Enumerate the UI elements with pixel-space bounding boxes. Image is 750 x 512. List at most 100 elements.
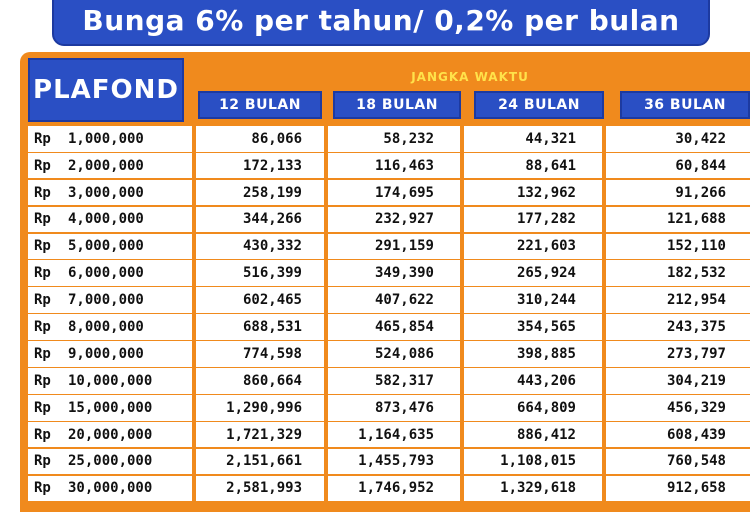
plafond-amount: 5,000,000	[68, 238, 144, 255]
term-header-label: 12 BULAN	[219, 97, 301, 113]
plafond-cell: Rp 2,000,000	[28, 152, 192, 179]
table-row: Rp 20,000,000 1,721,329 1,164,635 886,412 608…	[28, 421, 750, 448]
plafond-amount: 10,000,000	[68, 372, 153, 389]
term-header-18: 18 BULAN	[333, 91, 461, 119]
plafond-cell: Rp 25,000,000	[28, 448, 192, 475]
table-row: Rp 3,000,000 258,199 174,695 132,962 91,266	[28, 179, 750, 206]
installment-24-cell: 1,108,015	[464, 448, 602, 475]
installment-36-cell: 182,532	[606, 260, 750, 287]
installment-36-cell: 152,110	[606, 233, 750, 260]
currency-label: Rp	[34, 426, 51, 443]
installment-12-cell: 258,199	[196, 179, 324, 206]
term-header-label: 24 BULAN	[498, 97, 580, 113]
plafond-header-label: PLAFOND	[33, 75, 179, 105]
installment-18-cell: 349,390	[328, 260, 460, 287]
installment-36-cell: 608,439	[606, 421, 750, 448]
plafond-amount: 4,000,000	[68, 211, 144, 228]
installment-36-cell: 212,954	[606, 287, 750, 313]
installment-12-cell: 2,581,993	[196, 475, 324, 502]
installment-36-cell: 121,688	[606, 206, 750, 233]
installment-36-cell: 60,844	[606, 152, 750, 179]
installment-36-cell: 273,797	[606, 341, 750, 367]
installment-12-cell: 430,332	[196, 233, 324, 260]
installment-18-cell: 524,086	[328, 341, 460, 367]
plafond-cell: Rp 20,000,000	[28, 421, 192, 448]
plafond-amount: 7,000,000	[68, 292, 144, 309]
plafond-cell: Rp 15,000,000	[28, 394, 192, 421]
installment-24-cell: 177,282	[464, 206, 602, 233]
installment-12-cell: 172,133	[196, 152, 324, 179]
plafond-cell: Rp 7,000,000	[28, 287, 192, 313]
installment-24-cell: 44,321	[464, 126, 602, 152]
installment-36-cell: 760,548	[606, 448, 750, 475]
installment-12-cell: 86,066	[196, 126, 324, 152]
plafond-cell: Rp 1,000,000	[28, 126, 192, 152]
currency-label: Rp	[34, 292, 51, 309]
table-row: Rp 2,000,000 172,133 116,463 88,641 60,844	[28, 152, 750, 179]
installment-12-cell: 860,664	[196, 368, 324, 394]
plafond-cell: Rp 9,000,000	[28, 341, 192, 367]
installment-24-cell: 443,206	[464, 368, 602, 394]
installment-18-cell: 58,232	[328, 126, 460, 152]
installment-24-cell: 886,412	[464, 421, 602, 448]
installment-24-cell: 354,565	[464, 314, 602, 340]
plafond-amount: 2,000,000	[68, 157, 144, 174]
plafond-cell: Rp 30,000,000	[28, 475, 192, 502]
table-row: Rp 4,000,000 344,266 232,927 177,282 121,688	[28, 206, 750, 233]
plafond-amount: 9,000,000	[68, 345, 144, 362]
plafond-cell: Rp 3,000,000	[28, 179, 192, 206]
installment-24-cell: 132,962	[464, 179, 602, 206]
currency-label: Rp	[34, 238, 51, 255]
installment-12-cell: 602,465	[196, 287, 324, 313]
term-header-12: 12 BULAN	[198, 91, 322, 119]
currency-label: Rp	[34, 345, 51, 362]
plafond-amount: 8,000,000	[68, 319, 144, 336]
table-row: Rp 7,000,000 602,465 407,622 310,244 212,954	[28, 287, 750, 313]
installment-12-cell: 344,266	[196, 206, 324, 233]
plafond-amount: 20,000,000	[68, 426, 153, 443]
table-row: Rp 1,000,000 86,066 58,232 44,321 30,422	[28, 126, 750, 152]
installment-18-cell: 1,455,793	[328, 448, 460, 475]
table-row: Rp 10,000,000 860,664 582,317 443,206 304,219	[28, 368, 750, 394]
installment-18-cell: 174,695	[328, 179, 460, 206]
installment-18-cell: 465,854	[328, 314, 460, 340]
plafond-amount: 30,000,000	[68, 480, 153, 497]
installment-12-cell: 688,531	[196, 314, 324, 340]
plafond-amount: 6,000,000	[68, 265, 144, 282]
installment-24-cell: 398,885	[464, 341, 602, 367]
currency-label: Rp	[34, 480, 51, 497]
plafond-amount: 1,000,000	[68, 130, 144, 147]
table-row: Rp 8,000,000 688,531 465,854 354,565 243,375	[28, 314, 750, 340]
installment-24-cell: 265,924	[464, 260, 602, 287]
installment-24-cell: 310,244	[464, 287, 602, 313]
installment-18-cell: 407,622	[328, 287, 460, 313]
table-row: Rp 9,000,000 774,598 524,086 398,885 273,797	[28, 341, 750, 367]
plafond-cell: Rp 6,000,000	[28, 260, 192, 287]
installment-18-cell: 1,746,952	[328, 475, 460, 502]
term-group-header: JANGKA WAKTU	[190, 66, 750, 88]
table-row: Rp 5,000,000 430,332 291,159 221,603 152,110	[28, 233, 750, 260]
installment-18-cell: 116,463	[328, 152, 460, 179]
currency-label: Rp	[34, 130, 51, 147]
interest-rate-banner: Bunga 6% per tahun/ 0,2% per bulan	[52, 0, 710, 46]
plafond-cell: Rp 10,000,000	[28, 368, 192, 394]
installment-36-cell: 304,219	[606, 368, 750, 394]
currency-label: Rp	[34, 372, 51, 389]
installment-12-cell: 1,721,329	[196, 421, 324, 448]
table-row: Rp 30,000,000 2,581,993 1,746,952 1,329,618 9…	[28, 475, 750, 502]
installment-table-body: Rp 1,000,000 86,066 58,232 44,321 30,422 Rp 2,0…	[28, 126, 750, 502]
installment-18-cell: 291,159	[328, 233, 460, 260]
plafond-amount: 15,000,000	[68, 399, 153, 416]
installment-36-cell: 912,658	[606, 475, 750, 502]
banner-title: Bunga 6% per tahun/ 0,2% per bulan	[82, 3, 680, 37]
installment-18-cell: 1,164,635	[328, 421, 460, 448]
currency-label: Rp	[34, 399, 51, 416]
table-row: Rp 6,000,000 516,399 349,390 265,924 182,532	[28, 260, 750, 287]
term-header-36: 36 BULAN	[620, 91, 750, 119]
installment-36-cell: 456,329	[606, 394, 750, 421]
term-header-24: 24 BULAN	[474, 91, 604, 119]
currency-label: Rp	[34, 265, 51, 282]
plafond-header: PLAFOND	[28, 58, 184, 122]
installment-12-cell: 774,598	[196, 341, 324, 367]
currency-label: Rp	[34, 211, 51, 228]
